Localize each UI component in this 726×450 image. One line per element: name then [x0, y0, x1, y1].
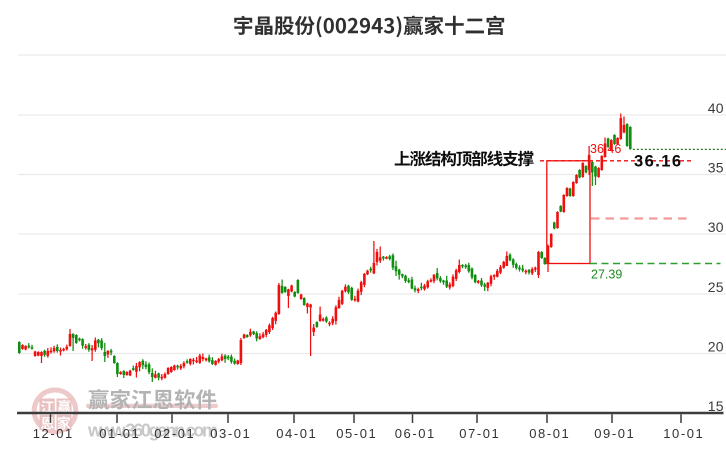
svg-text:40: 40: [708, 100, 724, 116]
svg-text:09-01: 09-01: [594, 426, 634, 441]
svg-text:35: 35: [708, 160, 724, 176]
svg-text:www.360gann.com: www.360gann.com: [87, 421, 218, 441]
svg-text:08-01: 08-01: [529, 426, 569, 441]
svg-text:15: 15: [708, 398, 724, 414]
svg-text:36.16: 36.16: [634, 152, 681, 170]
svg-text:20: 20: [708, 339, 724, 355]
svg-text:07-01: 07-01: [459, 426, 499, 441]
svg-text:12-01: 12-01: [33, 426, 73, 441]
svg-text:02-01: 02-01: [154, 426, 194, 441]
svg-text:05-01: 05-01: [336, 426, 376, 441]
svg-text:06-01: 06-01: [395, 426, 435, 441]
svg-text:01-01: 01-01: [99, 426, 139, 441]
svg-text:30: 30: [708, 219, 724, 235]
svg-text:27.39: 27.39: [591, 268, 622, 282]
svg-text:25: 25: [708, 279, 724, 295]
svg-text:03-01: 03-01: [210, 426, 250, 441]
svg-text:04-01: 04-01: [276, 426, 316, 441]
svg-text:10-01: 10-01: [663, 426, 703, 441]
